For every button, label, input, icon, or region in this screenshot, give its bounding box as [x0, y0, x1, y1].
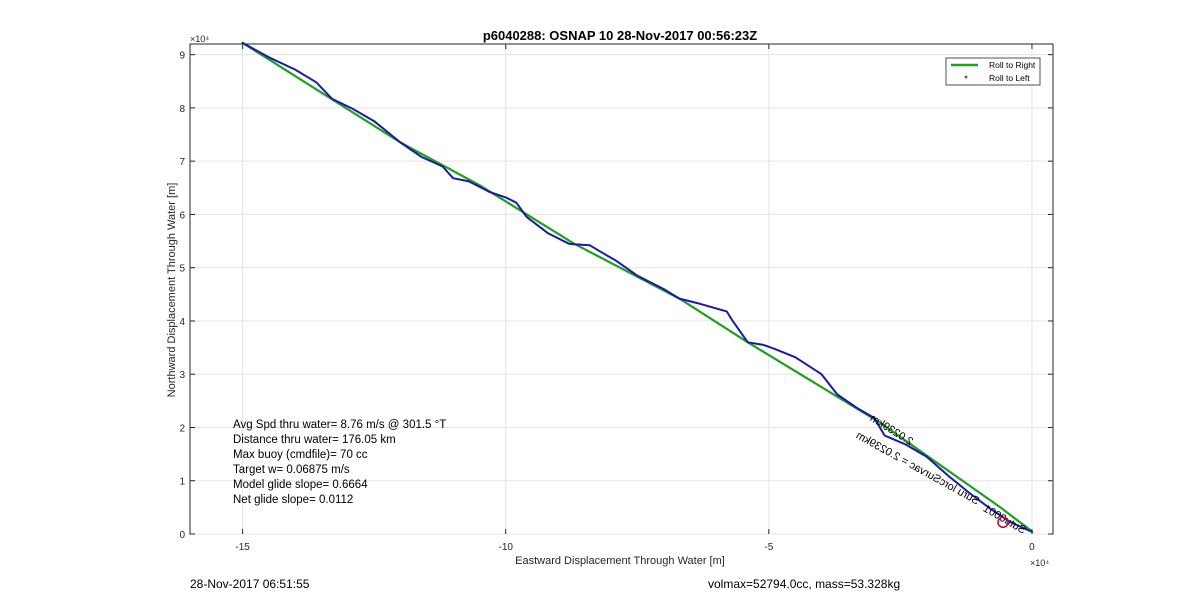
y-axis-ticks: 0 1 2 3 4 5 6 7 8 9 [179, 51, 1053, 541]
stats-line-target-w: Target w= 0.06875 m/s [233, 464, 350, 476]
legend-label-roll-left: Roll to Left [989, 73, 1030, 83]
axes-background [189, 43, 1054, 535]
x-axis-exponent: ×10⁴ [1030, 558, 1049, 568]
x-axis-label: Eastward Displacement Through Water [m] [515, 555, 725, 567]
footer-timestamp: 28-Nov-2017 06:51:55 [190, 577, 310, 591]
y-tick-label: 2 [179, 423, 185, 434]
stats-line-max-buoy: Max buoy (cmdfile)= 70 cc [233, 449, 368, 461]
x-tick-label: -15 [235, 542, 250, 553]
y-tick-label: 9 [179, 51, 185, 62]
series-line-track [241, 41, 1033, 533]
x-tick-label: -10 [499, 542, 514, 553]
chart-title: p6040288: OSNAP 10 28-Nov-2017 00:56:23Z [483, 28, 757, 43]
y-tick-label: 0 [179, 530, 185, 541]
legend-swatch-roll-left [964, 75, 968, 79]
y-axis-exponent: ×10⁴ [190, 34, 209, 44]
x-tick-label: -5 [764, 542, 773, 553]
y-tick-label: 3 [179, 370, 185, 381]
stats-line-distance: Distance thru water= 176.05 km [233, 434, 396, 446]
y-tick-label: 6 [179, 210, 185, 221]
stats-line-net-glide: Net glide slope= 0.0112 [233, 494, 353, 506]
legend-label-roll-right: Roll to Right [989, 60, 1036, 70]
legend-box [945, 57, 1041, 86]
start-marker [997, 516, 1009, 529]
legend: Roll to Right Roll to Left [945, 57, 1041, 86]
y-tick-label: 7 [179, 157, 185, 168]
series-layer [241, 41, 1034, 533]
stats-line-avg-speed: Avg Spd thru water= 8.76 m/s @ 301.5 °T [233, 419, 446, 431]
x-axis-ticks: -15 -10 -5 0 [235, 44, 1035, 553]
x-tick-label: 0 [1029, 542, 1035, 553]
stats-line-model-glide: Model glide slope= 0.6664 [233, 479, 368, 491]
y-tick-label: 1 [179, 477, 185, 488]
y-tick-label: 4 [179, 317, 185, 328]
y-tick-label: 5 [179, 264, 185, 275]
x-grid [242, 44, 1033, 534]
y-axis-label: Northward Displacement Through Water [m] [166, 183, 178, 398]
footer-volmax-mass: volmax=52794.0cc, mass=53.328kg [708, 577, 901, 591]
stats-box: Avg Spd thru water= 8.76 m/s @ 301.5 °T … [233, 419, 446, 506]
y-tick-label: 8 [179, 104, 185, 115]
